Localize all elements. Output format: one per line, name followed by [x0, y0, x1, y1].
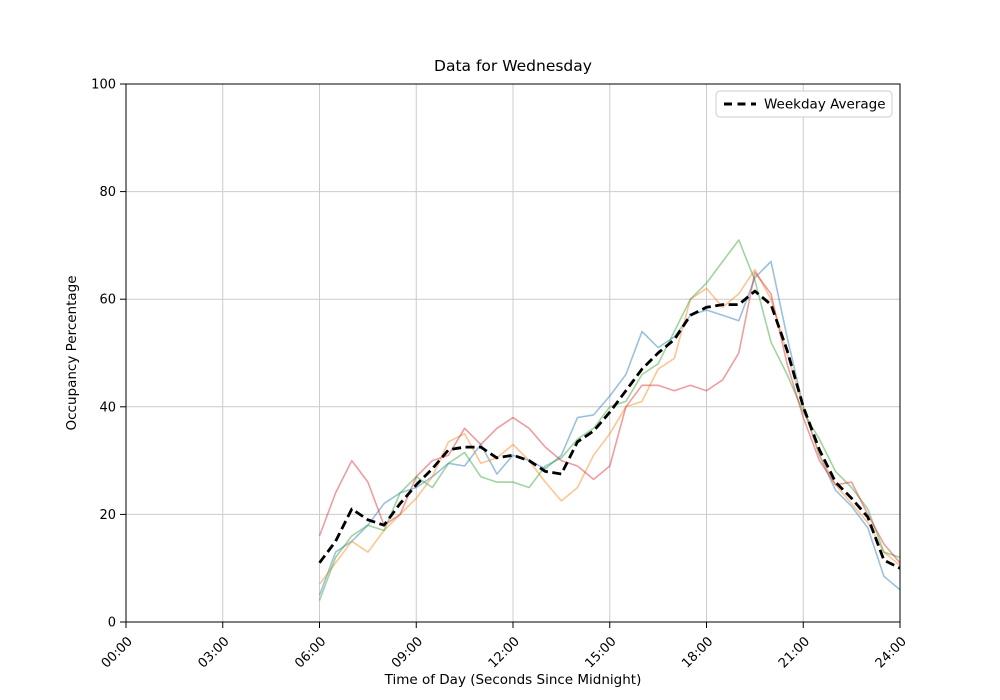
x-tick-label: 03:00 — [195, 634, 232, 671]
x-tick-label: 12:00 — [486, 634, 523, 671]
legend-entry-label: Weekday Average — [764, 97, 886, 113]
x-tick-labels: 00:00 03:00 06:00 09:00 12:00 15:00 18:00 21:00… — [99, 634, 910, 671]
x-tick-label: 18:00 — [679, 634, 716, 671]
y-axis-title: Occupancy Percentage — [64, 275, 80, 430]
legend-box — [715, 90, 893, 118]
y-tick-label: 80 — [99, 185, 116, 200]
x-tick-label: 06:00 — [292, 634, 329, 671]
x-tick-label: 24:00 — [873, 634, 910, 671]
series-lines — [318, 239, 901, 601]
chart-title: Data for Wednesday — [434, 57, 592, 75]
grid-lines — [125, 83, 901, 623]
y-tick-label: 40 — [99, 400, 116, 415]
weekday-average-line — [318, 289, 901, 570]
y-tick-label: 60 — [99, 293, 116, 308]
x-tick-label: 09:00 — [389, 634, 426, 671]
y-tick-labels: 0 20 40 60 80 100 — [91, 78, 116, 631]
y-tick-label: 100 — [91, 78, 116, 93]
y-tick-label: 20 — [99, 508, 116, 523]
x-tick-label: 21:00 — [776, 634, 813, 671]
x-tick-label: 15:00 — [582, 634, 619, 671]
x-axis-title: Time of Day (Seconds Since Midnight) — [384, 672, 642, 688]
weekday-series-blue-line — [318, 260, 901, 596]
axis-ticks — [120, 83, 901, 628]
weekday-series-green-line — [318, 239, 901, 601]
legend: Weekday Average — [715, 90, 893, 118]
weekday-series-orange-line — [318, 268, 901, 585]
weekday-series-red-line — [318, 271, 901, 564]
x-tick-label: 00:00 — [99, 634, 136, 671]
y-tick-label: 0 — [108, 616, 116, 631]
